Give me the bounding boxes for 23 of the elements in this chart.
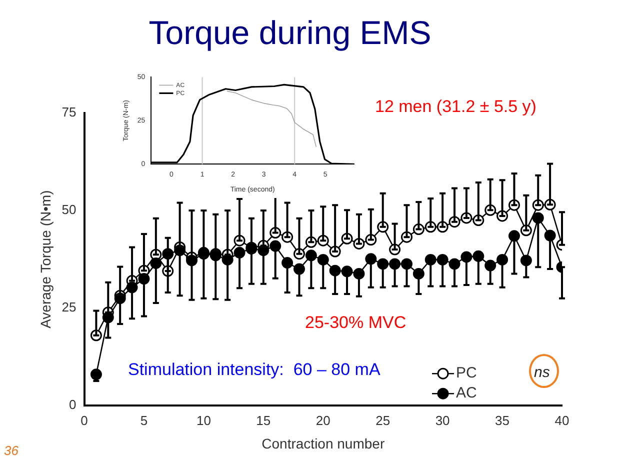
- x-tick-label: 30: [435, 412, 450, 428]
- legend-label: PC: [456, 364, 478, 382]
- chart-title: Torque during EMS: [148, 14, 432, 52]
- y-tick-label: 50: [62, 202, 76, 218]
- annotation: 25-30% MVC: [305, 313, 406, 333]
- x-tick-label: 5: [140, 412, 148, 428]
- x-tick-label: 40: [554, 412, 570, 428]
- x-tick-label: 0: [80, 412, 88, 428]
- y-tick-label: 25: [62, 300, 76, 315]
- y-tick-label: 0: [69, 397, 76, 412]
- x-tick-label: 35: [495, 412, 510, 428]
- y-axis-title: Average Torque (N•m): [37, 190, 54, 328]
- x-tick-label: 15: [256, 412, 271, 428]
- x-tick-label: 10: [196, 412, 211, 428]
- x-axis-title: Contraction number: [262, 435, 385, 452]
- x-tick-label: 25: [376, 412, 390, 428]
- annotation: Stimulation intensity: 60 – 80 mA: [128, 360, 380, 380]
- y-tick-label: 75: [62, 104, 76, 120]
- legend-label: AC: [456, 384, 478, 402]
- annotation: 12 men (31.2 ± 5.5 y): [375, 97, 536, 117]
- annotation: ns: [534, 364, 550, 381]
- text: 36: [4, 443, 18, 458]
- x-tick-label: 20: [316, 412, 330, 428]
